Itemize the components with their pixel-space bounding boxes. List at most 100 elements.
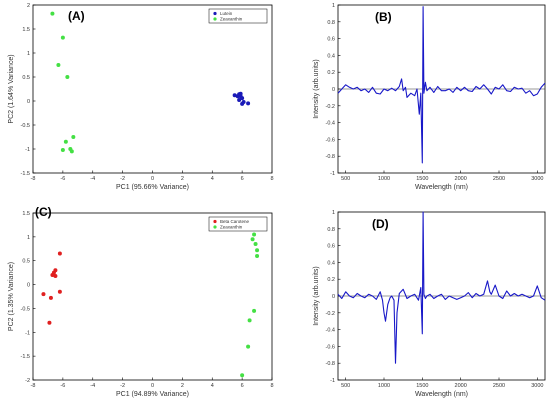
- x-tick-label: -6: [60, 176, 65, 182]
- y-tick-label: 0.5: [22, 75, 30, 81]
- spectrum-line: [337, 211, 546, 364]
- y-tick-label: 0.4: [327, 260, 335, 266]
- y-tick-label: 0: [332, 294, 335, 300]
- plot-frame: [32, 212, 273, 381]
- x-axis-label: PC1 (94.89% Variance): [116, 391, 189, 398]
- x-tick-label: 1500: [416, 383, 428, 389]
- data-point: [241, 99, 246, 104]
- x-tick-label: 1000: [378, 383, 390, 389]
- data-point: [50, 273, 55, 278]
- y-tick-label: 0.8: [327, 227, 335, 233]
- data-point: [253, 242, 258, 247]
- x-tick-label: 8: [270, 176, 273, 182]
- data-point: [60, 147, 65, 152]
- y-tick-label: 0.4: [327, 53, 335, 59]
- data-point: [240, 96, 245, 101]
- panel-c: -8 -6 -4 -2 0 2 4 6 8 -2 -1.5 -1 -0.5 0 0.5 1 1.5 PC1 (94…: [8, 205, 274, 398]
- legend-label: Zeaxanthin: [220, 225, 243, 230]
- x-tick-label: -4: [90, 383, 95, 389]
- x-tick-label: 500: [341, 383, 350, 389]
- y-tick-label: 1: [27, 235, 30, 241]
- data-point: [56, 63, 61, 67]
- data-point: [60, 35, 65, 40]
- y-tick-label: -0.6: [326, 137, 335, 143]
- y-tick-label: 2: [27, 3, 30, 9]
- x-tick-label: 4: [211, 383, 214, 389]
- data-point: [237, 98, 242, 103]
- panel-d: 500 1000 1500 2000 2500 3000 -1 -0.8 -0.6 -0.4 -0.…: [313, 210, 546, 398]
- y-tick-label: 1: [332, 210, 335, 216]
- y-axis-label: Intensity (arb.units): [313, 59, 320, 119]
- y-tick-label: -0.8: [326, 361, 335, 367]
- data-point: [252, 308, 257, 313]
- x-tick-label: -2: [120, 176, 125, 182]
- spectrum-line: [337, 6, 546, 164]
- x-tick-label: -8: [31, 383, 36, 389]
- y-tick-label: 1.5: [22, 27, 30, 33]
- x-axis-label: PC1 (95.66% Variance): [116, 184, 189, 191]
- y-tick-label: 0.6: [327, 37, 335, 43]
- y-tick-label: -0.2: [326, 104, 335, 110]
- data-point: [63, 139, 68, 144]
- y-tick-label: -2: [25, 378, 30, 384]
- y-tick-label: -0.5: [21, 123, 30, 129]
- y-tick-label: 0.8: [327, 20, 335, 26]
- panel-label: (A): [68, 9, 85, 23]
- x-tick-label: 8: [270, 383, 273, 389]
- panel-label: (D): [372, 217, 389, 231]
- x-tick-label: -8: [31, 176, 36, 182]
- legend-marker: [213, 219, 217, 224]
- y-tick-label: -1.5: [21, 354, 30, 360]
- data-point: [255, 253, 260, 258]
- y-tick-label: 1.5: [22, 211, 30, 217]
- data-point: [255, 248, 260, 253]
- y-tick-label: -1: [25, 147, 30, 153]
- x-tick-label: -2: [120, 383, 125, 389]
- x-tick-label: 0: [151, 176, 154, 182]
- y-tick-label: -1: [330, 378, 335, 384]
- y-tick-label: 0.5: [22, 259, 30, 265]
- data-point: [246, 344, 251, 349]
- data-point: [50, 11, 55, 16]
- x-tick-label: 4: [211, 176, 214, 182]
- x-tick-label: 0: [151, 383, 154, 389]
- legend-marker: [213, 11, 217, 16]
- legend-label: Zeaxanthin: [220, 17, 243, 22]
- data-point: [57, 251, 62, 256]
- y-tick-label: 0: [332, 87, 335, 93]
- y-tick-label: -0.2: [326, 311, 335, 317]
- y-axis-label: PC2 (1.64% Variance): [8, 54, 15, 123]
- y-tick-label: -1: [25, 330, 30, 336]
- panel-label: (B): [375, 10, 392, 24]
- y-tick-label: -1.5: [21, 171, 30, 177]
- x-tick-label: 1500: [416, 176, 428, 182]
- x-tick-label: 2: [181, 176, 184, 182]
- x-tick-label: 2000: [455, 383, 467, 389]
- y-tick-label: -1: [330, 171, 335, 177]
- y-axis-label: Intensity (arb.units): [313, 266, 320, 326]
- y-tick-label: -0.8: [326, 154, 335, 160]
- x-tick-label: 3000: [531, 176, 543, 182]
- y-tick-label: 0.2: [327, 70, 335, 76]
- y-tick-label: 0.6: [327, 244, 335, 250]
- x-tick-label: -4: [90, 176, 95, 182]
- legend-box: [208, 216, 268, 232]
- data-point: [250, 237, 255, 242]
- x-tick-label: 6: [241, 176, 244, 182]
- x-tick-label: 500: [341, 176, 350, 182]
- legend-box: [208, 8, 268, 24]
- x-tick-label: 3000: [531, 383, 543, 389]
- data-point: [57, 289, 62, 294]
- data-point: [47, 320, 52, 325]
- data-point: [252, 232, 257, 237]
- x-axis-label: Wavelength (nm): [415, 184, 468, 191]
- legend-marker: [213, 17, 217, 21]
- data-point: [71, 135, 76, 139]
- y-tick-label: -0.4: [326, 328, 335, 334]
- x-axis-label: Wavelength (nm): [415, 391, 468, 398]
- y-tick-label: 0.2: [327, 277, 335, 283]
- x-tick-label: 6: [241, 383, 244, 389]
